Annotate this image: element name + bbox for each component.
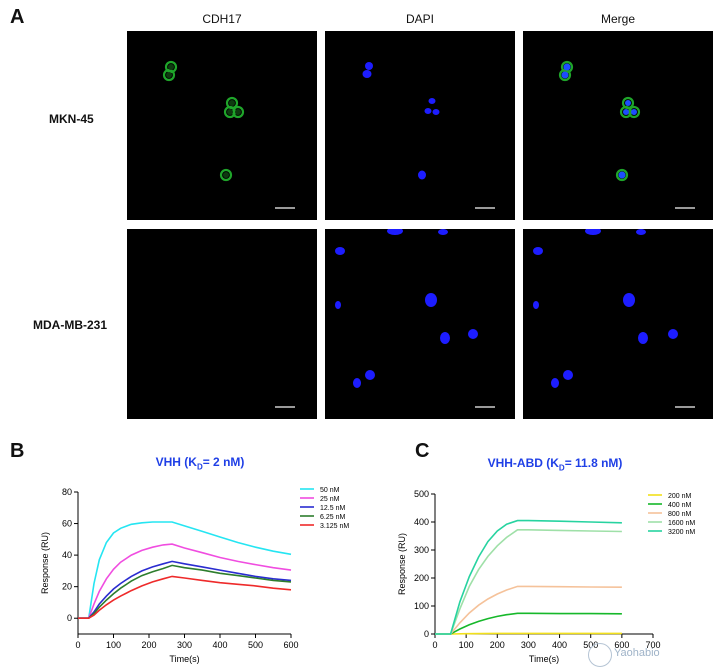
- chart-c-y-tick-label: 100: [414, 601, 429, 611]
- chart-b-title-main: VHH (K: [155, 455, 197, 469]
- micrograph-mda-cdh17: [127, 229, 317, 419]
- micrograph-mkn45-merge: [523, 31, 713, 220]
- chart-b-title: VHH (KD= 2 nM): [120, 455, 280, 471]
- chart-c-series-line: [435, 632, 622, 635]
- micrograph-mkn45-dapi: [325, 31, 515, 220]
- chart-b-legend-label: 12.5 nM: [320, 505, 345, 512]
- chart-b-y-tick-label: 0: [67, 613, 72, 623]
- column-header-dapi: DAPI: [405, 12, 434, 26]
- chart-c-y-tick-label: 0: [424, 629, 429, 639]
- chart-b-y-tick-label: 20: [62, 582, 72, 592]
- chart-b-y-tick-label: 40: [62, 550, 72, 560]
- chart-c-series-line: [435, 519, 622, 635]
- panel-c-letter: C: [415, 440, 430, 462]
- column-header-cdh17: CDH17: [202, 12, 242, 26]
- chart-b-title-tail: = 2 nM): [202, 455, 245, 469]
- chart-c-y-tick-label: 200: [414, 573, 429, 583]
- chart-c-x-tick-label: 300: [521, 640, 536, 650]
- chart-b-legend-label: 3.125 nM: [320, 523, 349, 530]
- chart-c-series-line: [435, 585, 622, 635]
- row-label-mda-mb-231: MDA-MB-231: [33, 318, 108, 332]
- chart-b-y-tick-label: 80: [62, 487, 72, 497]
- chart-b-x-tick-label: 600: [283, 640, 298, 650]
- chart-c-x-tick-label: 200: [490, 640, 505, 650]
- chart-b-y-label: Response (RU): [40, 532, 50, 594]
- chart-c-y-label: Response (RU): [397, 533, 407, 595]
- row-label-mkn45: MKN-45: [49, 112, 94, 126]
- chart-b-x-tick-label: 400: [212, 640, 227, 650]
- chart-b-series-line: [78, 521, 292, 619]
- chart-c-x-tick-label: 400: [552, 640, 567, 650]
- chart-b-legend-label: 25 nM: [320, 496, 340, 503]
- chart-c-x-tick-label: 600: [614, 640, 629, 650]
- chart-c-title: VHH-ABD (KD= 11.8 nM): [465, 456, 645, 472]
- chart-c-title-main: VHH-ABD (K: [487, 456, 559, 470]
- micrograph-mkn45-cdh17: [127, 31, 317, 220]
- logo-icon: [588, 643, 612, 667]
- chart-b-series-line: [78, 564, 292, 619]
- chart-b-series-line: [78, 560, 292, 619]
- chart-c-legend-label: 200 nM: [668, 493, 692, 500]
- chart-b-series-line: [78, 575, 292, 619]
- chart-c-x-tick-label: 100: [459, 640, 474, 650]
- chart-b-legend-label: 6.25 nM: [320, 514, 345, 521]
- chart-c-y-tick-label: 400: [414, 517, 429, 527]
- chart-c-series-line: [435, 528, 622, 635]
- chart-c-x-tick-label: 500: [583, 640, 598, 650]
- chart-c-y-tick-label: 500: [414, 489, 429, 499]
- chart-b-x-tick-label: 100: [106, 640, 121, 650]
- chart-c-title-sub: D: [558, 463, 565, 473]
- chart-b-title-sub: D: [196, 462, 203, 472]
- chart-c-x-tick-label: 700: [645, 640, 660, 650]
- micrograph-mda-dapi: [325, 229, 515, 419]
- chart-c-legend-label: 3200 nM: [668, 529, 695, 536]
- chart-c-series-line: [435, 612, 622, 635]
- chart-b-legend-label: 50 nM: [320, 487, 340, 494]
- chart-b-x-tick-label: 300: [177, 640, 192, 650]
- panel-b-letter: B: [10, 440, 25, 462]
- column-header-merge: Merge: [600, 12, 635, 26]
- chart-b-x-tick-label: 500: [248, 640, 263, 650]
- chart-c-legend-label: 400 nM: [668, 502, 692, 509]
- chart-b-x-tick-label: 200: [141, 640, 156, 650]
- chart-c-x-tick-label: 0: [432, 640, 437, 650]
- chart-c-plot: 0 100 200 300 400 500 600 700 0 100 200 300 400 500 Ti…: [397, 489, 695, 664]
- panel-a-letter: A: [10, 6, 25, 28]
- chart-b-x-label: Time(s): [169, 654, 199, 664]
- chart-b-y-tick-label: 60: [62, 519, 72, 529]
- micrograph-mda-merge: [523, 229, 713, 419]
- chart-c-legend-label: 1600 nM: [668, 520, 695, 527]
- watermark-text: Yaohabio: [614, 647, 660, 659]
- chart-b-series-line: [78, 543, 292, 619]
- chart-c-x-label: Time(s): [529, 654, 559, 664]
- chart-b-x-tick-label: 0: [75, 640, 80, 650]
- chart-c-y-tick-label: 300: [414, 545, 429, 555]
- chart-c-title-tail: = 11.8 nM): [564, 456, 623, 470]
- chart-b-plot: 0 100 200 300 400 500 600 0 20 40 60 80 Time(s) Respo…: [40, 487, 349, 664]
- chart-c-legend-label: 800 nM: [668, 511, 692, 518]
